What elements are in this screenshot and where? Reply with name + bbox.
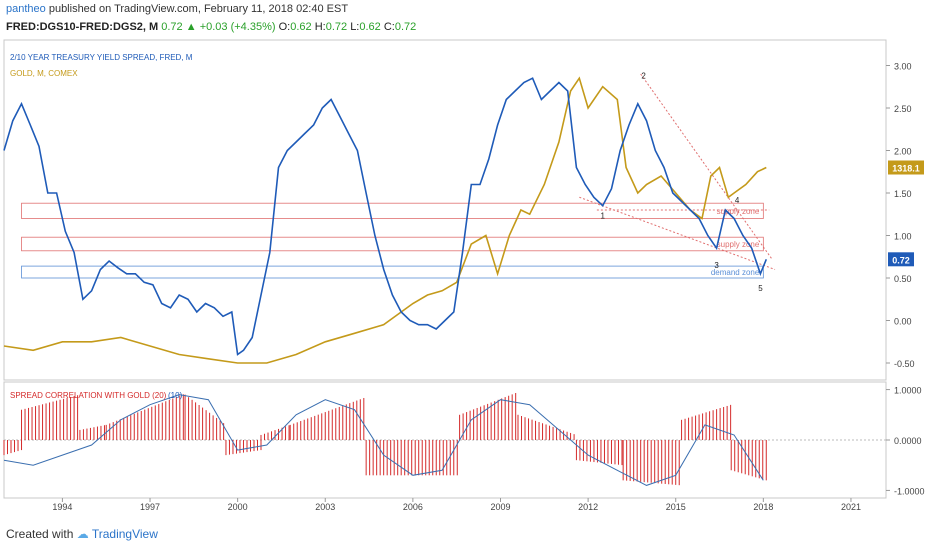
wave-label: 5 bbox=[758, 284, 763, 293]
tradingview-logo-icon: ☁ bbox=[76, 527, 89, 541]
open-label: O: bbox=[278, 21, 291, 33]
gold-last-label: 1318.1 bbox=[892, 164, 920, 174]
tradingview-link[interactable]: TradingView bbox=[91, 527, 158, 541]
symbol-info: FRED:DGS10-FRED:DGS2, M 0.72 ▲ +0.03 (+4… bbox=[6, 21, 416, 33]
gold-last-badge bbox=[888, 160, 924, 175]
spread-line bbox=[3, 77, 768, 356]
spread-last-label: 0.72 bbox=[892, 255, 910, 265]
y-tick-label: 0.50 bbox=[894, 274, 912, 284]
x-tick-label: 2015 bbox=[666, 502, 686, 512]
high-label: H: bbox=[314, 21, 326, 33]
wave-label: 2 bbox=[641, 71, 646, 80]
y-tick-label: 2.00 bbox=[894, 147, 912, 157]
trendline-lower bbox=[579, 196, 776, 270]
y-tick-label: 2.50 bbox=[894, 104, 912, 114]
zone-label: supply zone bbox=[717, 240, 760, 249]
change-value: +0.03 (+4.35%) bbox=[199, 21, 276, 33]
y-tick-label: 1.50 bbox=[894, 189, 912, 199]
trendline-upper bbox=[640, 73, 773, 260]
x-tick-label: 2021 bbox=[841, 502, 861, 512]
x-tick-label: 2018 bbox=[753, 502, 773, 512]
indicator-param: (10) bbox=[168, 391, 183, 400]
wave-label: 4 bbox=[735, 196, 740, 205]
gold-line bbox=[3, 76, 767, 364]
x-tick-label: 2003 bbox=[315, 502, 335, 512]
y-tick-label: 3.00 bbox=[894, 62, 912, 72]
published-text: published on TradingView.com, February 1… bbox=[48, 3, 349, 15]
series-title-spread: 2/10 YEAR TREASURY YIELD SPREAD, FRED, M bbox=[10, 53, 193, 62]
wave-label: 1 bbox=[600, 212, 605, 221]
publish-info: pantheo published on TradingView.com, Fe… bbox=[6, 3, 348, 15]
x-tick-label: 2009 bbox=[490, 502, 510, 512]
low-label: L: bbox=[350, 21, 360, 33]
created-with-text: Created with bbox=[6, 527, 74, 541]
zone-box bbox=[21, 202, 764, 219]
close-label: C: bbox=[383, 21, 395, 33]
y-tick-label: 0.00 bbox=[894, 317, 912, 327]
indicator-y-tick-label: 1.0000 bbox=[894, 386, 922, 396]
close-value: 0.72 bbox=[394, 21, 417, 33]
series-title-gold: GOLD, M, COMEX bbox=[10, 69, 78, 78]
x-tick-label: 2006 bbox=[403, 502, 423, 512]
wave-label: 3 bbox=[714, 261, 719, 270]
open-value: 0.62 bbox=[290, 21, 312, 33]
author-link[interactable]: pantheo bbox=[6, 3, 46, 15]
spread-last-badge bbox=[888, 252, 914, 267]
zone-box bbox=[21, 236, 764, 252]
y-tick-label: -0.50 bbox=[894, 359, 915, 369]
x-tick-label: 1994 bbox=[52, 502, 72, 512]
zone-label: demand zone bbox=[711, 268, 760, 277]
zone-box bbox=[21, 265, 764, 279]
low-value: 0.62 bbox=[359, 21, 381, 33]
correlation-line bbox=[3, 394, 764, 486]
x-tick-label: 2012 bbox=[578, 502, 598, 512]
x-tick-label: 1997 bbox=[140, 502, 160, 512]
price-pane-frame bbox=[3, 39, 887, 381]
indicator-title: SPREAD CORRELATION WITH GOLD (20) bbox=[10, 391, 167, 400]
indicator-y-tick-label: -1.0000 bbox=[894, 486, 925, 496]
footer: Created with ☁ TradingView bbox=[6, 527, 158, 541]
symbol-name: FRED:DGS10-FRED:DGS2, M bbox=[6, 21, 159, 33]
last-value: 0.72 bbox=[161, 21, 183, 33]
x-tick-label: 2000 bbox=[228, 502, 248, 512]
y-tick-label: 1.00 bbox=[894, 232, 912, 242]
high-value: 0.72 bbox=[325, 21, 348, 33]
indicator-y-tick-label: 0.0000 bbox=[894, 436, 922, 446]
up-arrow-icon: ▲ bbox=[185, 21, 197, 33]
